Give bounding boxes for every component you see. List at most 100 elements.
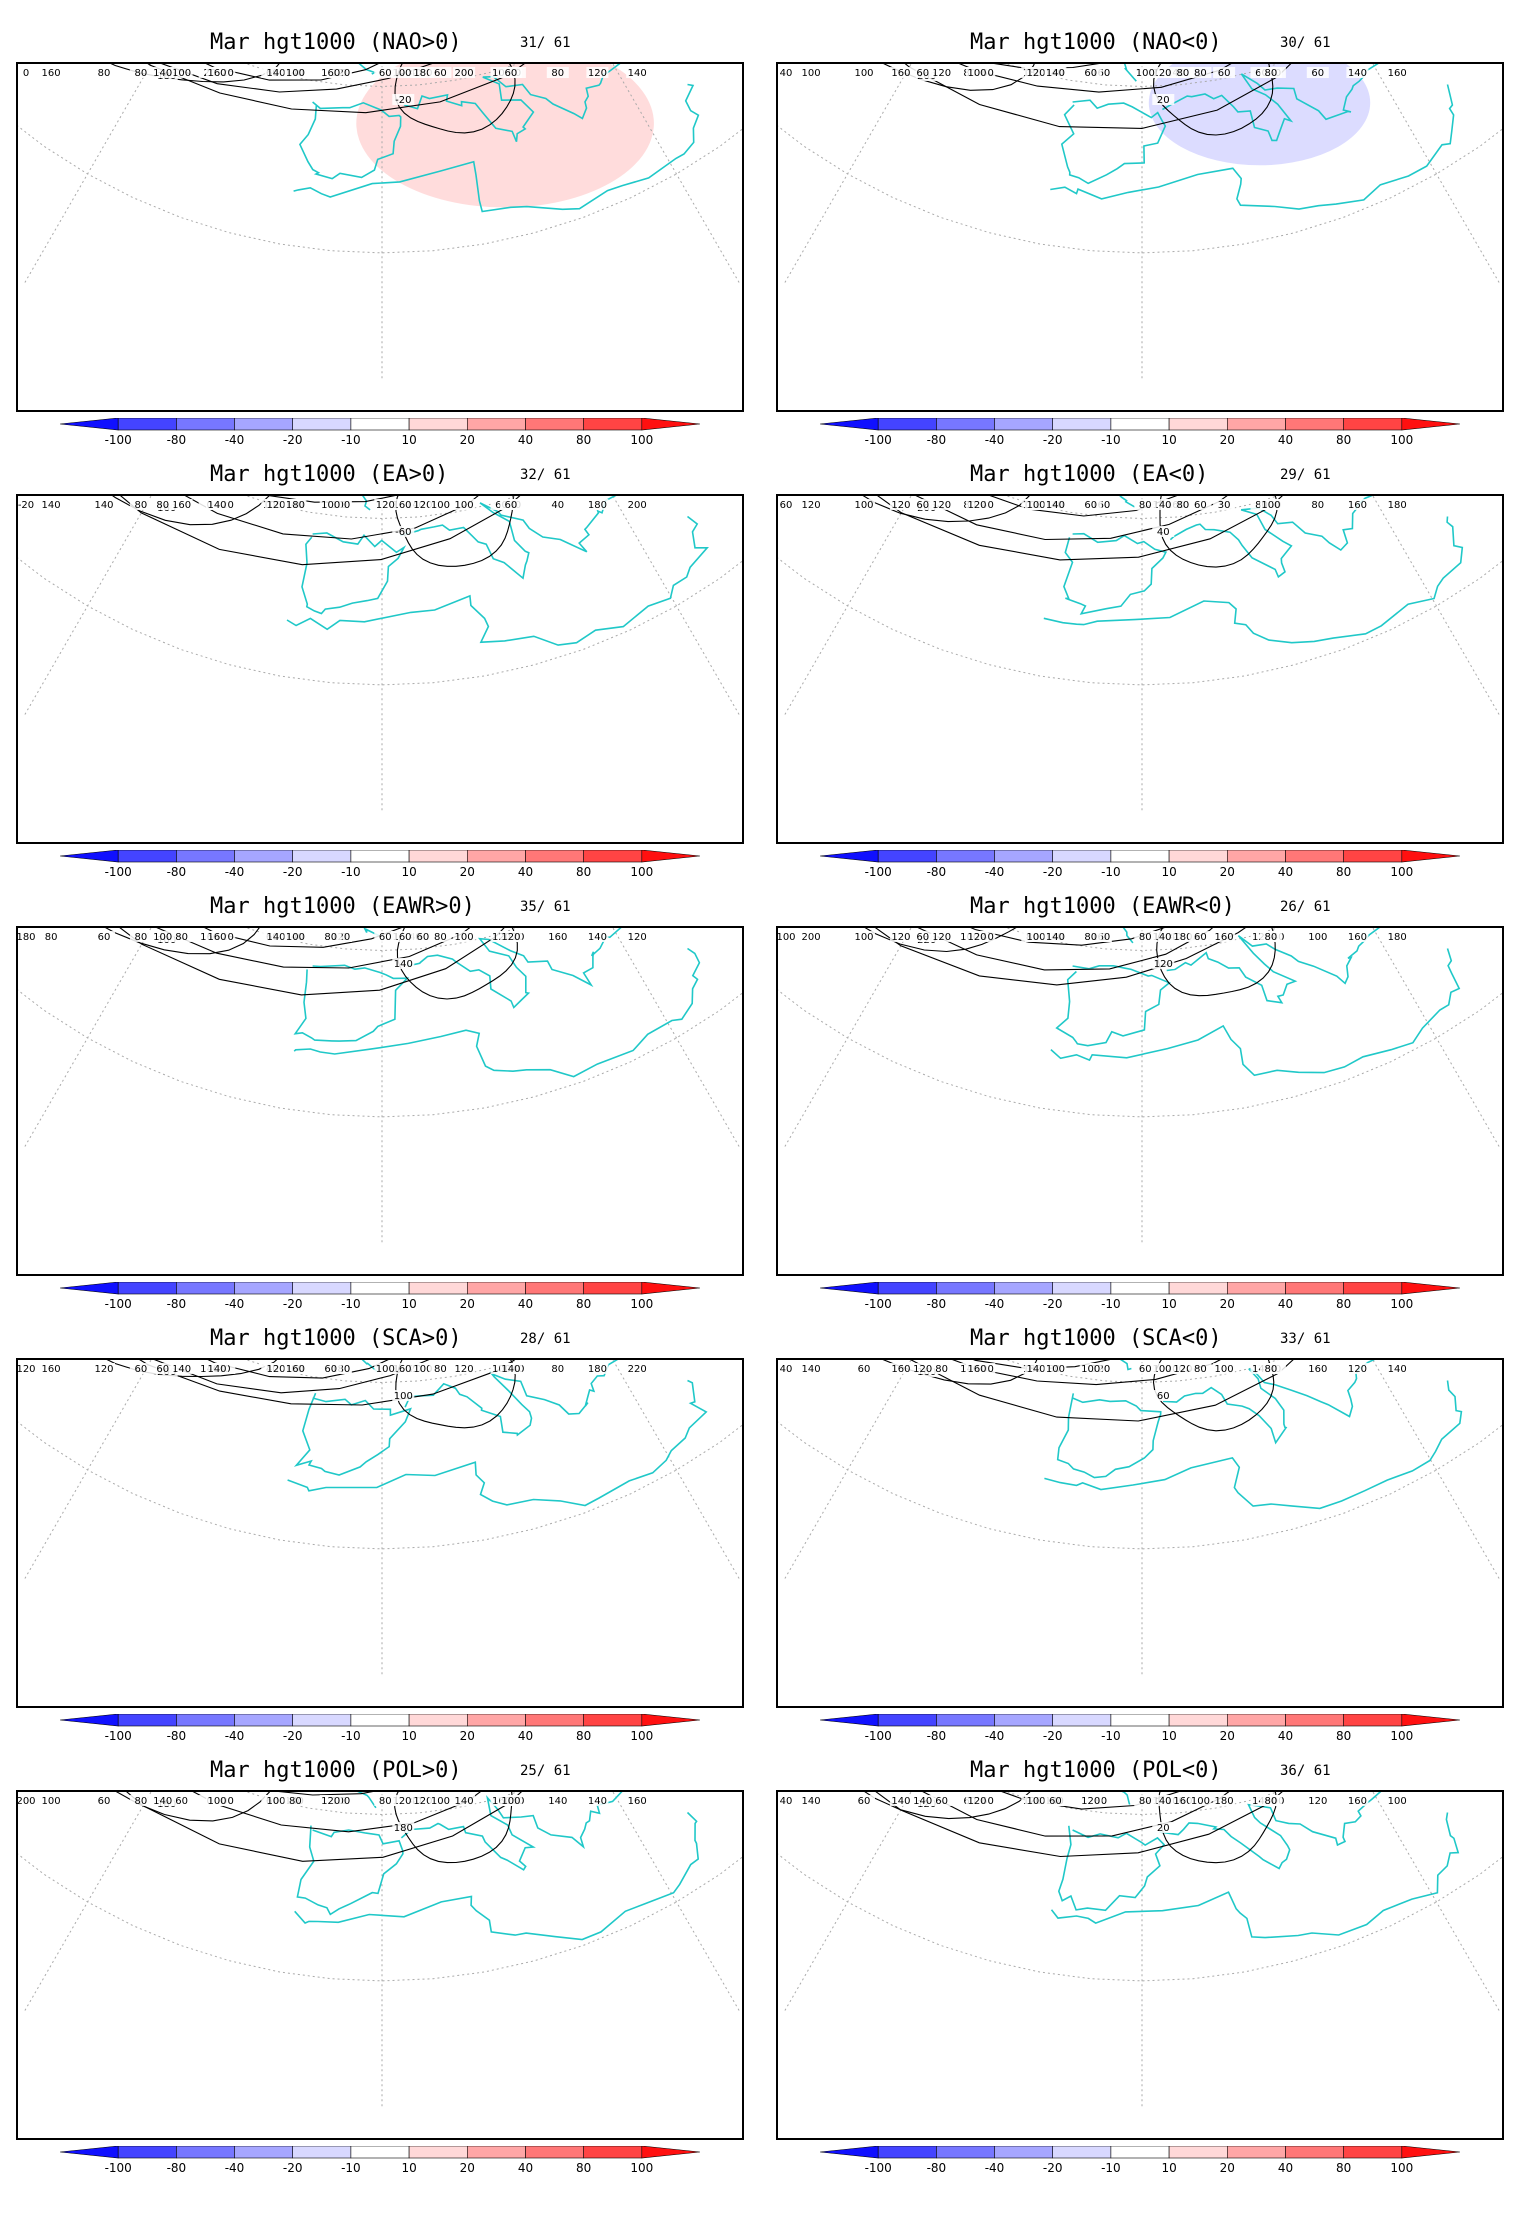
contour-label-bg	[546, 67, 569, 78]
contour-label-bg	[1152, 1822, 1175, 1833]
contour-label: 80	[434, 1364, 447, 1375]
contour-label: 140	[628, 68, 647, 79]
colorbar-tick-label: -100	[105, 1729, 132, 1743]
meridian-line	[784, 928, 912, 1147]
contour-label-bg	[1259, 67, 1282, 78]
map-frame: 1201008060402014014012010014012010016020…	[16, 1358, 744, 1708]
colorbar-tick-label: -80	[167, 1297, 187, 1311]
colorbar-svg: -100 -80 -40 -20 -10 10 20 40 80 100	[60, 1714, 700, 1743]
contour-label: 100	[42, 1796, 61, 1807]
contour-label: 80	[1139, 1796, 1152, 1807]
meridian-line	[612, 496, 740, 715]
contour-label-bg	[151, 67, 174, 78]
panel-title-bar: Mar hgt1000 (NAO>0) 31/ 61	[0, 30, 760, 60]
height-contour	[278, 1792, 374, 1796]
colorbar: -100 -80 -40 -20 -10 10 20 40 80 100	[820, 2146, 1460, 2186]
contour-label: 60	[505, 500, 518, 511]
meridian-line	[1372, 1792, 1500, 2011]
contour-label-bg	[18, 931, 37, 942]
height-contour	[1158, 1792, 1278, 1864]
contour-label: 100	[455, 932, 474, 943]
colorbar-tick-label: 80	[576, 865, 591, 879]
height-contour	[1159, 496, 1278, 568]
colorbar-tick-label: -80	[927, 2161, 947, 2175]
contour-label-bg	[392, 1390, 415, 1401]
contour-label-bg	[206, 67, 228, 78]
contour-label: 120	[932, 68, 951, 79]
contour-label-bg	[429, 1363, 452, 1374]
meridian-line	[784, 496, 912, 715]
colorbar-segment	[1226, 418, 1286, 431]
contour-label: 60	[1157, 1391, 1170, 1402]
contour-label: 160	[42, 1364, 61, 1375]
colorbar-segment	[466, 2146, 526, 2159]
colorbar-segment	[176, 850, 235, 863]
colorbar-tick-label: 100	[630, 865, 653, 879]
contour-label-bg	[151, 499, 174, 510]
colorbar: -100 -80 -40 -20 -10 10 20 40 80 100	[60, 418, 700, 458]
contour-label: 60	[1311, 68, 1324, 79]
colorbar-tick-label: 10	[401, 865, 416, 879]
contour-label-bg	[411, 499, 434, 510]
colorbar-segment	[408, 418, 468, 431]
contour-label: 40	[780, 68, 793, 79]
contour-label-bg	[1134, 67, 1157, 78]
colorbar: -100 -80 -40 -20 -10 10 20 40 80 100	[820, 1714, 1460, 1754]
colorbar-tick-label: 100	[1390, 1729, 1413, 1743]
meridian-line	[24, 496, 152, 715]
contour-label-bg	[453, 1363, 476, 1374]
contour-label-bg	[265, 67, 287, 78]
colorbar-tick-label: -40	[985, 1729, 1005, 1743]
contour-label: 140	[266, 932, 285, 943]
contour-label: 100	[1026, 1796, 1045, 1807]
contour-label: 60	[98, 1796, 111, 1807]
contour-label-bg	[1189, 499, 1212, 510]
height-contour	[115, 1792, 271, 1822]
contour-label: 140	[802, 1796, 821, 1807]
contour-label: 40	[1157, 527, 1170, 538]
panel-title: Mar hgt1000 (POL<0)	[970, 1758, 1222, 1783]
contour-label: 120	[932, 932, 951, 943]
colorbar-svg: -100 -80 -40 -20 -10 10 20 40 80 100	[60, 418, 700, 447]
colorbar-tick-label: -80	[167, 1729, 187, 1743]
colorbar-tick-label: 80	[576, 2161, 591, 2175]
contour-label: 80	[551, 68, 564, 79]
contour-label-bg	[1079, 67, 1102, 78]
colorbar-segment	[936, 1282, 995, 1295]
panel-title: Mar hgt1000 (SCA<0)	[970, 1326, 1222, 1351]
contour-label-bg	[453, 67, 476, 78]
colorbar-tick-label: 40	[1278, 865, 1293, 879]
contour-label-bg	[411, 931, 434, 942]
contour-label: 100	[392, 68, 411, 79]
contour-label-bg	[800, 499, 823, 510]
contour-label: 180	[1388, 932, 1407, 943]
map-panel-9: Mar hgt1000 (POL>0) 25/ 61 120 140 100 80 60 40…	[0, 1758, 760, 2188]
contour-label-bg	[1044, 67, 1067, 78]
contour-label-bg	[170, 67, 193, 78]
polar-map: 1401401208060402016018014012010060801001…	[18, 928, 742, 1243]
contour-label: 80	[434, 932, 447, 943]
contour-label: 120	[266, 1364, 285, 1375]
contour-label-bg	[889, 1795, 912, 1806]
contour-label: 200	[18, 1796, 36, 1807]
contour-label-bg	[499, 1363, 522, 1374]
contour-label: 140	[394, 959, 413, 970]
colorbar-tick-label: -10	[1101, 865, 1121, 879]
contour-label-bg	[499, 499, 522, 510]
colorbar-segment	[408, 2146, 468, 2159]
map-frame: 1201401601601801401008040206060801002001…	[776, 62, 1504, 412]
contour-label: 120	[1348, 1364, 1367, 1375]
contour-label-bg	[1079, 1363, 1102, 1374]
colorbar-segment	[466, 1714, 526, 1727]
colorbar-tick-label: -10	[1101, 433, 1121, 447]
contour-label: 80	[1265, 1796, 1278, 1807]
contour-label-bg	[1213, 1795, 1236, 1806]
colorbar-svg: -100 -80 -40 -20 -10 10 20 40 80 100	[820, 1282, 1460, 1311]
height-contour	[139, 1360, 516, 1406]
colorbar-svg: -100 -80 -40 -20 -10 10 20 40 80 100	[820, 850, 1460, 879]
contour-label: 100	[266, 1796, 285, 1807]
coastline	[1055, 965, 1171, 1047]
contour-label-bg	[429, 1795, 452, 1806]
contour-label-bg	[206, 1363, 228, 1374]
colorbar-tick-label: -40	[985, 865, 1005, 879]
